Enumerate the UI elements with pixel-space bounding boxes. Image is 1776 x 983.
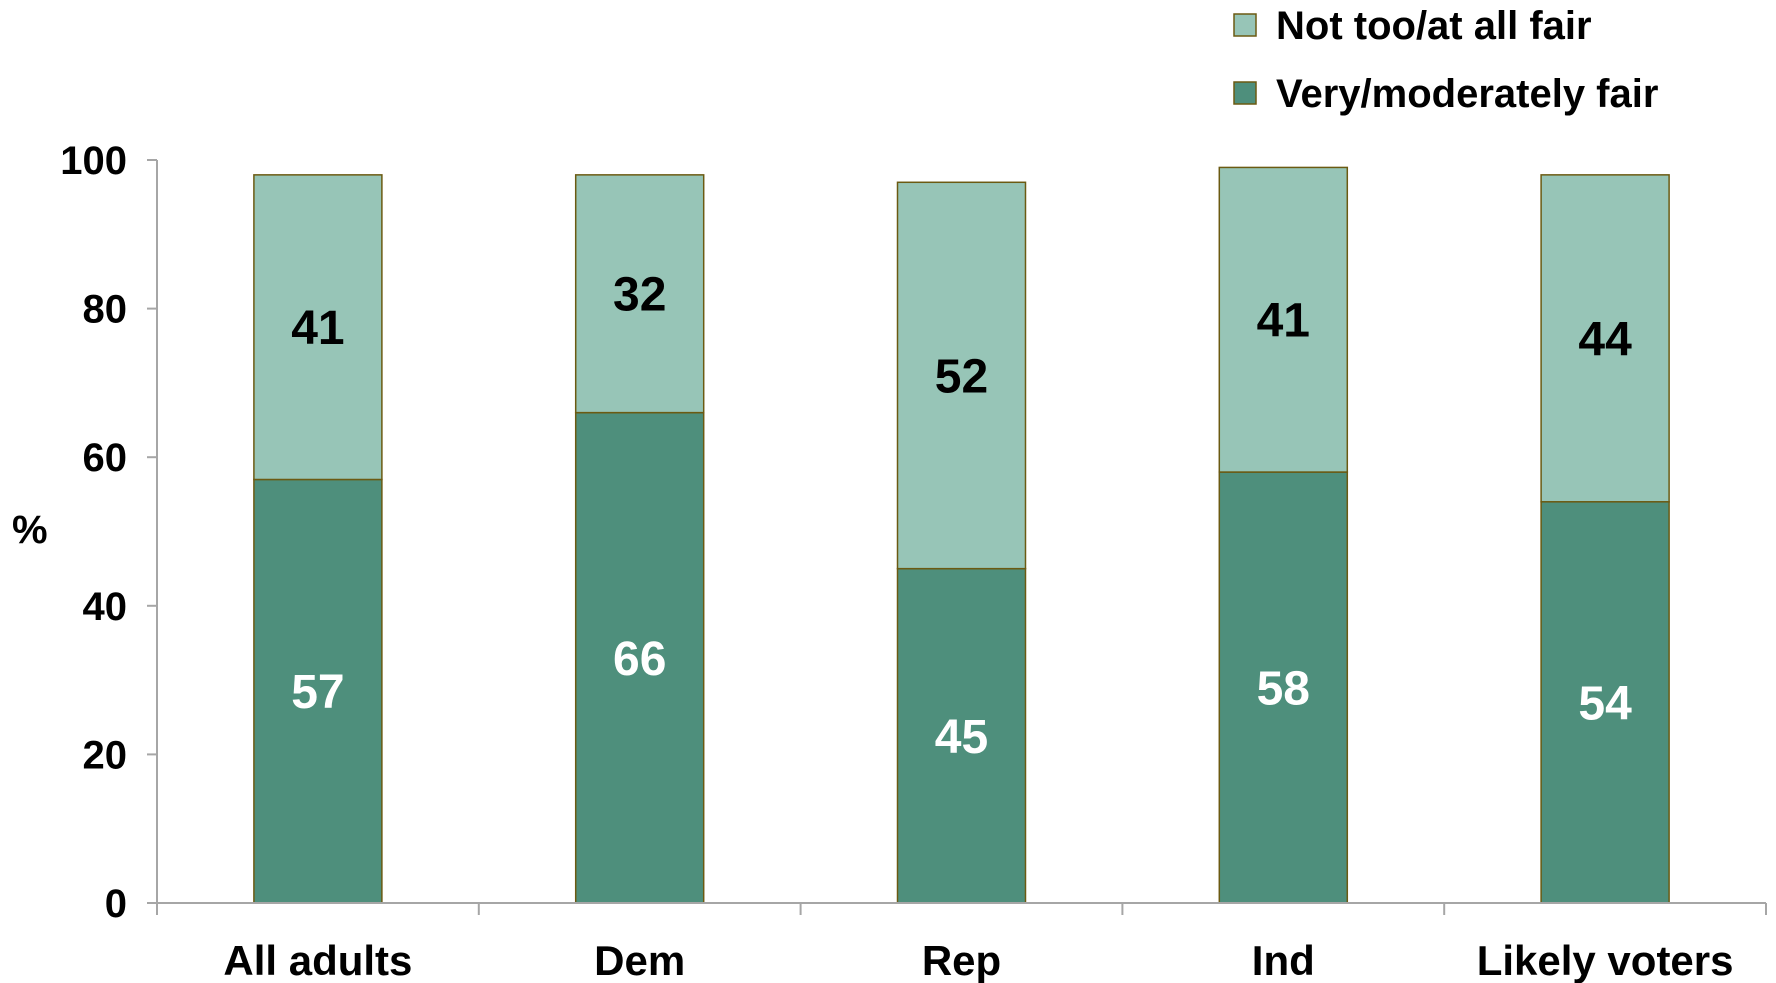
bar-segment: [574, 411, 705, 904]
legend-label: Not too/at all fair: [1276, 4, 1592, 48]
bar-segment: [253, 174, 383, 481]
legend: Not too/at all fair Very/moderately fair: [1233, 4, 1658, 116]
bar-segment: [1218, 166, 1349, 473]
data-label: 44: [1578, 313, 1632, 366]
data-label: 58: [1257, 663, 1310, 716]
y-tick-label: 80: [83, 288, 128, 332]
data-label: 52: [935, 350, 988, 403]
x-category-label: All adults: [223, 937, 412, 983]
legend-swatch: [1233, 13, 1257, 37]
data-label: 41: [291, 302, 344, 355]
data-label: 57: [291, 666, 344, 719]
bar-segment: [1218, 471, 1349, 904]
data-label: 54: [1578, 677, 1632, 730]
y-tick-label: 100: [60, 139, 127, 183]
bar-segment: [1540, 501, 1670, 904]
data-label: 66: [613, 633, 666, 686]
bar-segment: [896, 181, 1027, 570]
bars: 57 41 66 32 45 52 58 41 54 44: [253, 166, 1670, 904]
x-category-label: Likely voters: [1477, 937, 1734, 983]
y-axis-label: %: [12, 508, 48, 552]
data-label: 32: [613, 269, 666, 322]
data-label: 41: [1257, 295, 1310, 348]
bar-segment: [574, 174, 705, 414]
y-tick-label: 20: [83, 733, 128, 777]
y-tick-label: 0: [105, 882, 127, 926]
data-label: 45: [935, 711, 988, 764]
y-axis: 0 20 40 60 80 100%: [12, 139, 158, 926]
x-category-label: Dem: [594, 937, 685, 983]
bar-segment: [896, 567, 1027, 904]
x-category-label: Rep: [922, 937, 1001, 983]
legend-swatch: [1233, 81, 1257, 105]
legend-label: Very/moderately fair: [1276, 72, 1658, 116]
y-tick-label: 60: [83, 436, 128, 480]
y-tick-label: 40: [83, 585, 128, 629]
bar-segment: [1540, 174, 1670, 503]
x-category-label: Ind: [1252, 937, 1315, 983]
x-axis: All adults Dem Rep Ind Likely voters: [156, 902, 1767, 983]
